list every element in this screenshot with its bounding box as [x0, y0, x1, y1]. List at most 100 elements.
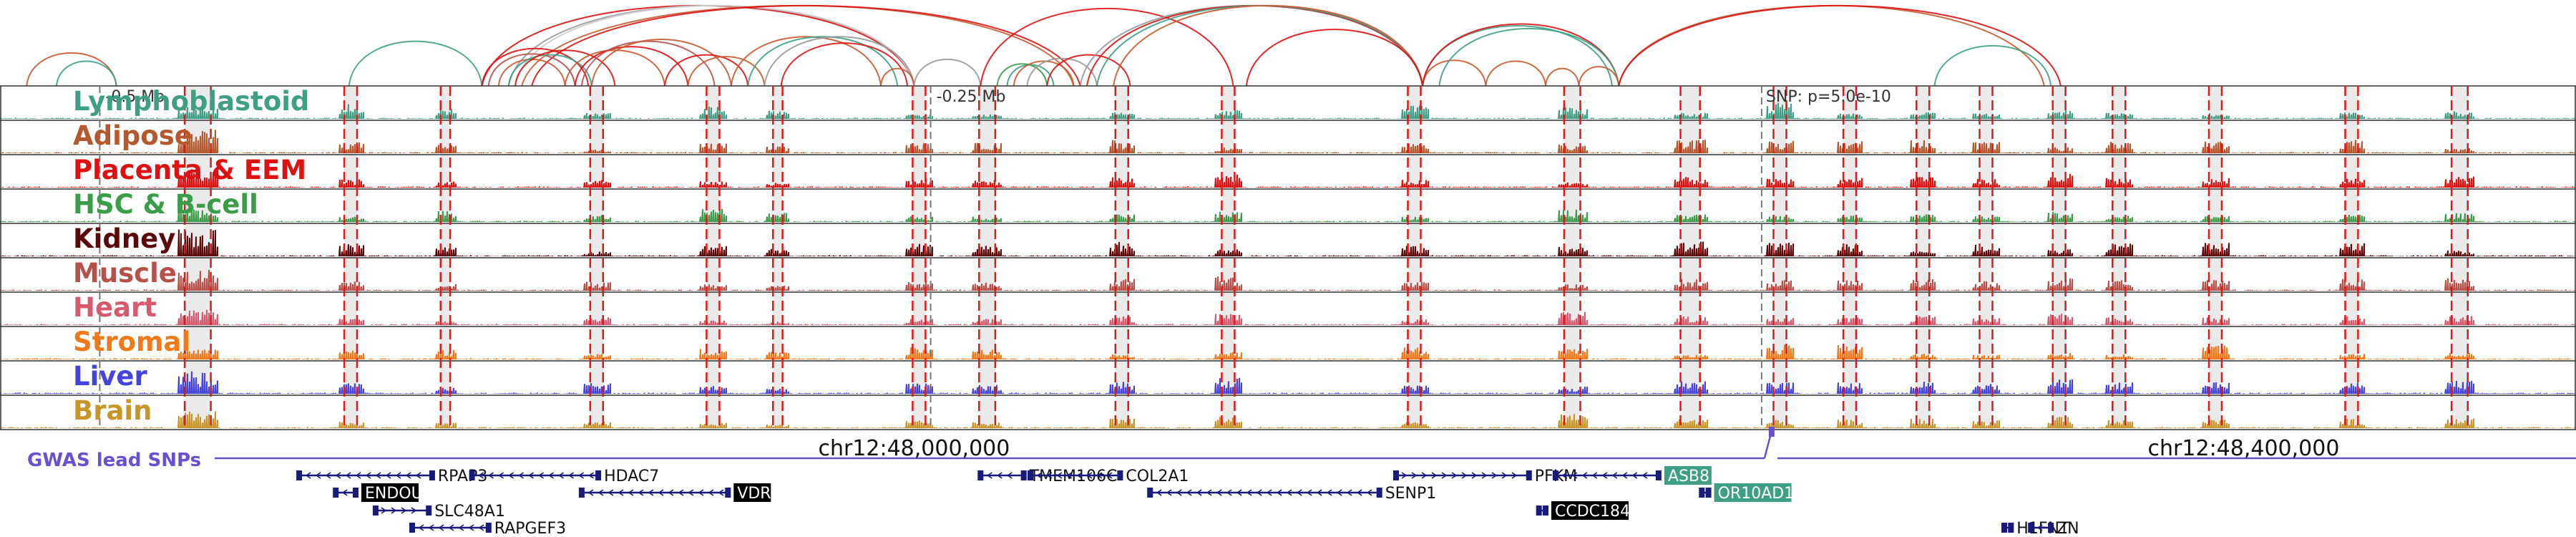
strand-chevron: [708, 489, 714, 496]
strand-chevron: [1056, 472, 1063, 479]
strand-chevron: [1346, 489, 1352, 496]
gene-model: H1FNT: [2001, 520, 2069, 537]
gene-exon: [2028, 523, 2034, 533]
strand-chevron: [355, 472, 361, 479]
strand-chevron: [1266, 489, 1272, 496]
track: [0, 395, 2576, 428]
track: [0, 223, 2576, 256]
track-signal: [0, 102, 2576, 119]
loop-arc: [747, 36, 899, 87]
strand-chevron: [597, 489, 604, 496]
loop-arc: [574, 46, 689, 87]
loop-arc: [348, 40, 483, 87]
loop-arc: [1013, 60, 1075, 87]
gene-model: OR10AD1: [1699, 483, 1794, 503]
loop-arc: [1422, 25, 1613, 87]
strand-chevron: [587, 489, 594, 496]
strand-chevron: [1491, 472, 1498, 479]
gene-name: OR10AD1: [1718, 485, 1795, 503]
loop-arc: [1026, 57, 1098, 87]
strand-chevron: [1511, 472, 1518, 479]
strand-chevron: [1571, 472, 1578, 479]
offset-tick-label: -0.5 Mb: [105, 88, 165, 106]
strand-chevron: [305, 472, 311, 479]
gene-exon: [353, 488, 358, 498]
gene-model: CCDC184: [1536, 501, 1630, 521]
gene-exon: [333, 488, 339, 498]
strand-chevron: [1076, 472, 1083, 479]
gene-exon: [1655, 470, 1662, 480]
strand-chevron: [448, 524, 454, 531]
strand-chevron: [1046, 472, 1053, 479]
gene-exon: [1020, 470, 1027, 480]
track: [0, 291, 2576, 325]
loop-arc: [1086, 5, 1424, 87]
gene-name: VDR: [737, 485, 771, 503]
strand-chevron: [1481, 472, 1488, 479]
gene-name: TMEM106C: [1029, 468, 1118, 485]
strand-chevron: [1096, 472, 1103, 479]
track: [0, 360, 2576, 394]
strand-chevron: [1471, 472, 1478, 479]
strand-chevron: [1196, 489, 1202, 496]
track-signal: [0, 269, 2576, 291]
gwas-snp-marker: [1768, 427, 1775, 437]
loop-arc: [590, 39, 732, 87]
track-label: Brain: [73, 395, 152, 426]
strand-chevron: [1621, 472, 1628, 479]
gene-name: CCDC184: [1555, 503, 1630, 521]
strand-chevron: [1246, 489, 1252, 496]
strand-chevron: [1006, 472, 1013, 479]
strand-chevron: [1186, 489, 1192, 496]
strand-chevron: [1176, 489, 1182, 496]
strand-chevron: [528, 472, 535, 479]
gene-exon: [725, 488, 731, 498]
strand-chevron: [1316, 489, 1322, 496]
coordinate-label: chr12:48,400,000: [2148, 436, 2340, 461]
track-label: Lymphoblastoid: [73, 86, 309, 117]
loop-arc: [531, 4, 1081, 87]
gene-highlight-box: [1551, 501, 1629, 520]
loop-arc: [1618, 4, 2062, 87]
gene-name: ENDOU: [365, 485, 423, 503]
gene-highlight-box: [1714, 483, 1792, 502]
track: [0, 188, 2576, 222]
gene-exon: [1536, 505, 1542, 516]
strand-chevron: [1411, 472, 1418, 479]
strand-chevron: [315, 472, 321, 479]
strand-chevron: [428, 524, 434, 531]
track-signal: [0, 229, 2576, 256]
offset-tick-label: -0.25 Mb: [937, 88, 1006, 106]
gene-exon: [1543, 505, 1548, 516]
strand-chevron: [1421, 472, 1428, 479]
strand-chevron: [341, 489, 348, 496]
gene-name: HDAC7: [604, 468, 659, 485]
strand-chevron: [688, 489, 694, 496]
strand-chevron: [1641, 472, 1648, 479]
loop-arc: [580, 40, 716, 87]
strand-chevron: [1561, 472, 1568, 479]
gene-exon: [2048, 523, 2054, 533]
strand-chevron: [1216, 489, 1222, 496]
strand-chevron: [1581, 472, 1588, 479]
strand-chevron: [468, 524, 474, 531]
loop-arc: [1006, 64, 1055, 87]
strand-chevron: [996, 472, 1002, 479]
gene-exon: [1705, 488, 1712, 498]
strand-chevron: [1356, 489, 1362, 496]
gene-name: SLC48A1: [434, 503, 505, 521]
strand-chevron: [1501, 472, 1508, 479]
track-label: Placenta & EEM: [73, 155, 306, 185]
track-signal: [0, 344, 2576, 359]
strand-chevron: [1306, 489, 1312, 496]
gene-exon: [296, 470, 303, 480]
strand-chevron: [1036, 472, 1043, 479]
strand-chevron: [638, 489, 644, 496]
strand-chevron: [608, 489, 614, 496]
loop-arc: [996, 63, 1048, 87]
loop-arc: [1933, 44, 2052, 87]
strand-chevron: [401, 507, 407, 514]
strand-chevron: [1086, 472, 1093, 479]
